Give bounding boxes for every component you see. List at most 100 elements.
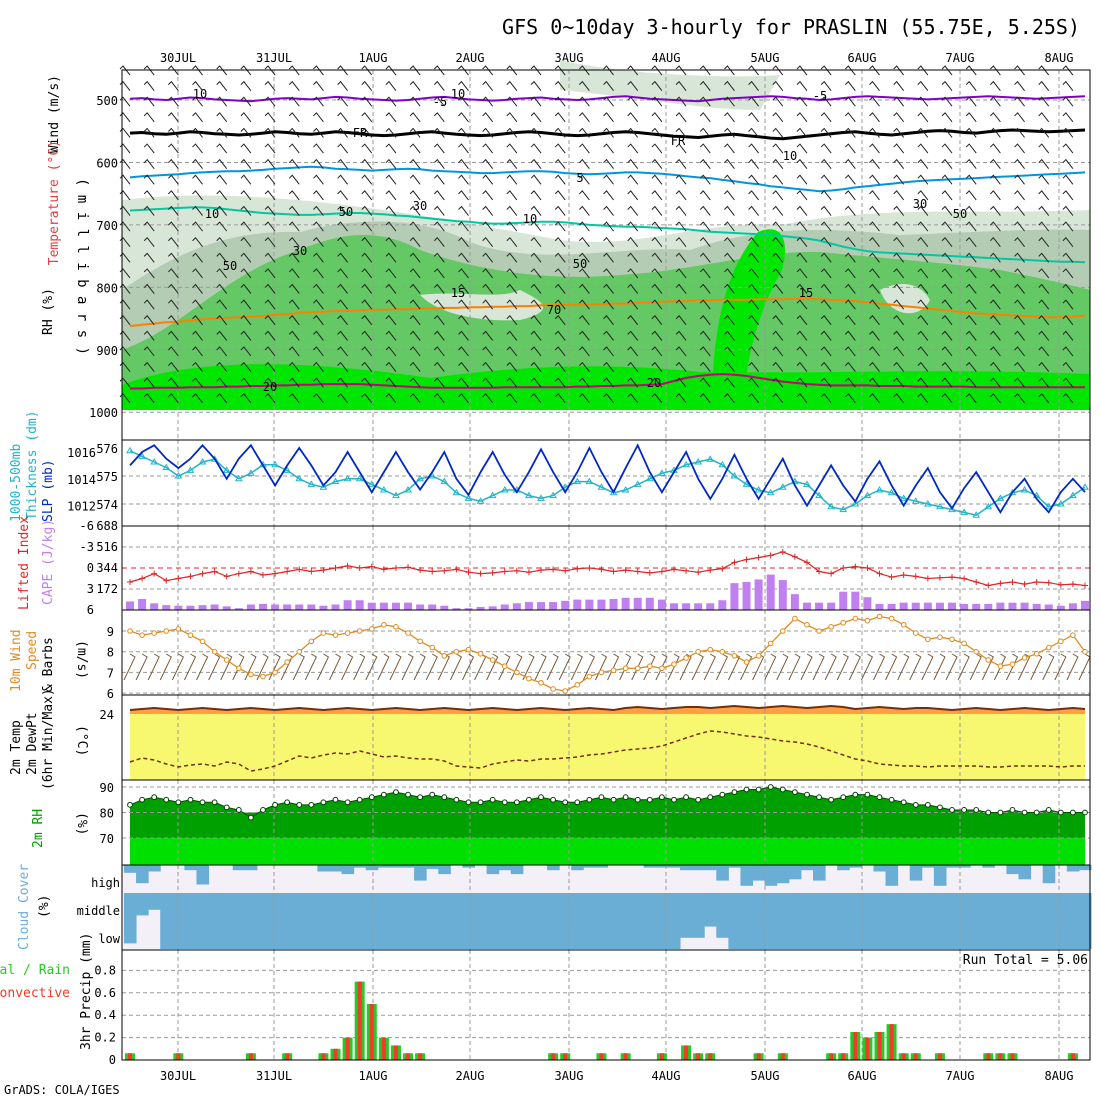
surface-barb <box>449 653 463 681</box>
surface-barb <box>897 653 910 681</box>
wind-marker <box>538 679 544 686</box>
wind-marker <box>405 630 411 636</box>
wind-marker <box>840 619 847 626</box>
cloud-high <box>667 865 681 868</box>
rh-marker <box>320 799 327 806</box>
rh-marker <box>852 791 859 798</box>
wind-barb <box>240 377 252 388</box>
lifted-marker <box>900 572 907 578</box>
wind-barb <box>796 393 808 404</box>
wind-barb <box>1062 112 1074 123</box>
wind-barb <box>433 315 445 326</box>
thickness-marker <box>1069 491 1077 499</box>
thickness-marker <box>319 483 328 490</box>
wind-barb <box>917 127 929 138</box>
cloud-high <box>571 865 584 871</box>
thickness-marker <box>573 477 582 485</box>
wind-barb <box>530 80 542 91</box>
wind-marker <box>163 628 170 634</box>
wind-barb <box>288 268 300 279</box>
wind-barb <box>313 158 324 169</box>
wind-barb <box>119 143 131 154</box>
wind-barb <box>506 252 518 263</box>
wind-barb <box>820 236 832 248</box>
wind-barb <box>965 377 977 388</box>
cape-bar <box>657 599 666 610</box>
cloud-middle <box>160 893 173 949</box>
wind-barb <box>579 221 590 232</box>
wind-barb <box>724 315 735 326</box>
cloud-middle <box>208 893 222 949</box>
lifted-marker <box>1021 581 1028 588</box>
wind-barb <box>264 393 276 404</box>
wind-barb <box>748 174 760 185</box>
rh-shading <box>420 290 544 321</box>
thickness-marker <box>827 502 836 510</box>
wind-barb <box>264 80 276 91</box>
cape-bar <box>948 602 957 610</box>
surface-barb <box>462 653 475 681</box>
rh-marker <box>695 796 702 803</box>
wind-barb <box>724 143 735 154</box>
wind-barb <box>119 315 131 326</box>
contour-label: 20 <box>647 376 661 390</box>
surface-barb <box>1018 653 1031 681</box>
wind-barb <box>433 158 445 169</box>
wind-barb <box>337 65 348 76</box>
day-label-bottom: 1AUG <box>359 1069 388 1083</box>
wind-barb <box>385 205 397 216</box>
slp-tick: 1016 <box>67 446 96 460</box>
wind-marker <box>393 624 399 630</box>
surface-barb <box>1006 653 1019 681</box>
wind-barb <box>844 393 856 404</box>
thickness-marker <box>778 483 787 490</box>
cloud-middle <box>994 893 1007 949</box>
rh-marker <box>1033 809 1040 816</box>
wind-barb <box>844 127 856 138</box>
rh-marker <box>526 796 532 803</box>
wind-barb <box>143 221 155 232</box>
wind-barb <box>264 361 276 372</box>
thickness-tick: 574 <box>96 498 118 512</box>
wind-barb <box>990 377 1001 388</box>
rh-marker <box>961 807 968 813</box>
slp-line <box>129 443 1086 515</box>
lifted-marker <box>296 566 303 573</box>
wind-marker <box>973 648 980 655</box>
wind-barb <box>192 315 203 326</box>
cloud-level-low: low <box>98 932 120 946</box>
wind-barb <box>579 158 590 169</box>
cloud-high <box>438 865 451 875</box>
wind-barb <box>869 143 880 154</box>
wind-tick: 8 <box>107 646 114 660</box>
pressure-tick: 700 <box>96 219 118 233</box>
wind-barb <box>458 315 469 326</box>
wind-barb <box>603 96 614 107</box>
cloud-middle <box>559 893 572 949</box>
wind-barb <box>168 346 179 357</box>
surface-barb <box>933 653 946 681</box>
label-convective: Convective <box>0 986 70 1001</box>
wind-barb <box>603 143 614 154</box>
rh-marker <box>465 799 472 806</box>
wind-barb <box>1038 112 1050 123</box>
surface-barb <box>909 653 922 681</box>
cloud-middle <box>293 893 306 949</box>
wind-tick: 6 <box>107 687 114 701</box>
wind-barb <box>772 80 784 91</box>
cloud-high <box>498 865 512 871</box>
wind-barb <box>603 315 614 326</box>
wind-barb <box>458 143 469 154</box>
wind-barb <box>433 377 445 388</box>
thickness-tick: 576 <box>96 442 118 456</box>
wind-barb <box>917 299 929 310</box>
cloud-high <box>401 865 415 868</box>
wind-barb <box>506 346 518 357</box>
wind-barb <box>385 315 397 326</box>
wind-barb <box>917 361 929 372</box>
cloud-middle <box>462 893 476 949</box>
wind-barb <box>506 127 518 138</box>
cloud-labels: Cloud Cover (%) <box>17 864 52 950</box>
lifted-marker <box>392 565 399 571</box>
wind-barb <box>627 190 639 201</box>
